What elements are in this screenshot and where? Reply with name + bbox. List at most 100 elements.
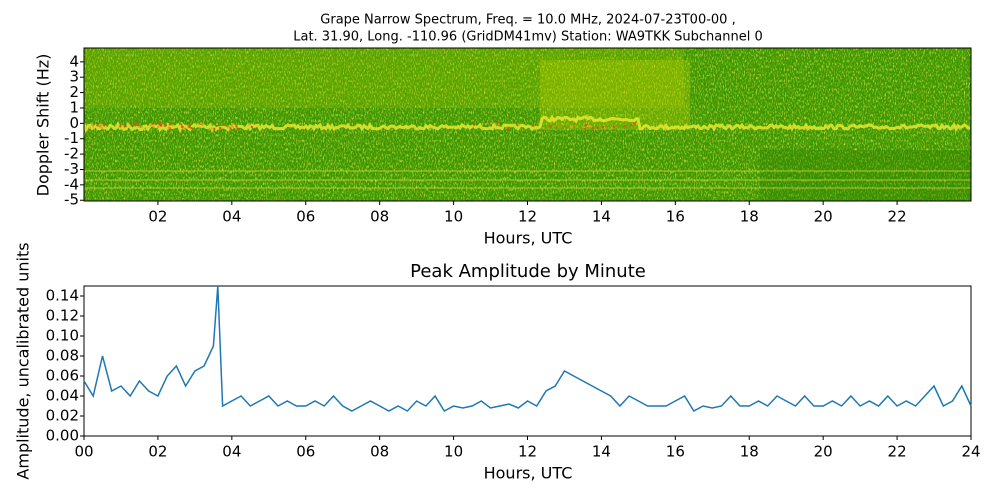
doppler-hotspot [187, 125, 190, 128]
doppler-hotspot [158, 123, 161, 126]
doppler-hotspot [88, 127, 91, 129]
doppler-hotspot [137, 125, 140, 128]
x-tick-label: 12 [518, 443, 537, 461]
y-tick-label: 4 [69, 52, 79, 70]
doppler-hotspot [140, 125, 143, 128]
doppler-hotspot [164, 124, 167, 127]
x-axis-label: Hours, UTC [484, 229, 573, 248]
x-tick-label: 14 [592, 208, 611, 226]
doppler-hotspot [497, 122, 500, 125]
y-tick-label: 0.08 [46, 347, 79, 365]
doppler-hotspot [130, 123, 133, 126]
doppler-hotspot [92, 125, 94, 128]
doppler-hotspot [213, 127, 216, 130]
doppler-hotspot [152, 125, 155, 128]
x-tick-label: 02 [148, 208, 167, 226]
spectrogram-shade [760, 150, 971, 201]
doppler-hotspot [98, 123, 101, 126]
doppler-hotspot [612, 125, 615, 128]
doppler-hotspot [151, 122, 154, 125]
y-tick-label: 0.14 [46, 287, 79, 305]
x-axis-label: Hours, UTC [484, 464, 573, 483]
x-tick-label: 20 [814, 208, 833, 226]
doppler-hotspot [250, 125, 253, 128]
x-tick-label: 10 [444, 443, 463, 461]
chart-title: Peak Amplitude by Minute [410, 261, 646, 282]
y-tick-label: 2 [69, 83, 79, 101]
x-tick-label: 14 [592, 443, 611, 461]
doppler-hotspot [518, 123, 520, 126]
doppler-hotspot [100, 127, 103, 129]
doppler-hotspot [611, 126, 614, 129]
x-tick-label: 18 [740, 443, 759, 461]
doppler-hotspot [157, 125, 160, 128]
y-tick-label: -2 [64, 145, 79, 163]
doppler-hotspot [124, 125, 127, 128]
x-tick-label: 10 [444, 208, 463, 226]
doppler-hotspot [571, 125, 574, 128]
doppler-hotspot [236, 127, 239, 130]
doppler-hotspot [91, 123, 94, 126]
doppler-hotspot [603, 126, 606, 129]
doppler-hotspot [168, 123, 171, 126]
y-tick-label: -3 [64, 160, 79, 178]
doppler-hotspot [162, 124, 165, 127]
y-tick-label: 1 [69, 98, 79, 116]
x-tick-label: 22 [888, 208, 907, 226]
x-tick-label: 08 [370, 208, 389, 226]
x-tick-label: 20 [814, 443, 833, 461]
y-axis-label: Doppler Shift (Hz) [34, 54, 53, 197]
doppler-hotspot [630, 123, 632, 126]
doppler-hotspot [231, 126, 234, 129]
doppler-hotspot [587, 125, 589, 128]
data-line [83, 285, 972, 412]
doppler-hotspot [507, 127, 510, 130]
doppler-hotspot [103, 123, 105, 126]
doppler-hotspot [158, 122, 161, 125]
x-tick-label: 06 [296, 443, 315, 461]
doppler-hotspot [188, 124, 191, 127]
doppler-hotspot [190, 127, 193, 130]
doppler-hotspot [216, 123, 218, 126]
axes-frame [83, 285, 972, 437]
doppler-hotspot [585, 123, 588, 126]
doppler-hotspot [172, 124, 174, 127]
x-tick-label: 18 [740, 208, 759, 226]
doppler-hotspot [199, 122, 202, 125]
doppler-hotspot [134, 123, 137, 126]
chart-title: Lat. 31.90, Long. -110.96 (GridDM41mv) S… [293, 30, 763, 45]
y-axis-label: Amplitude, uncalibrated units [14, 242, 33, 479]
doppler-hotspot [532, 124, 535, 127]
doppler-hotspot [201, 123, 204, 126]
doppler-hotspot [159, 124, 162, 127]
y-tick-label: 0 [69, 114, 79, 132]
doppler-hotspot [583, 126, 586, 129]
doppler-hotspot [188, 126, 191, 129]
y-tick-label: -4 [64, 175, 79, 193]
doppler-hotspot [210, 127, 213, 130]
doppler-hotspot [227, 126, 230, 129]
doppler-trace [84, 114, 970, 134]
x-tick-label: 04 [222, 208, 241, 226]
doppler-hotspot [180, 123, 183, 126]
y-tick-label: -5 [64, 191, 79, 209]
doppler-hotspot [584, 127, 587, 130]
y-tick-label: -1 [64, 129, 79, 147]
doppler-hotspot [473, 123, 475, 126]
x-tick-label: 16 [666, 208, 685, 226]
doppler-hotspot [230, 123, 233, 125]
doppler-hotspot [497, 123, 500, 126]
y-tick-label: 0.00 [46, 427, 79, 445]
x-tick-label: 08 [370, 443, 389, 461]
spectrogram [84, 48, 971, 201]
x-tick-label: 24 [961, 443, 980, 461]
doppler-hotspot [101, 123, 104, 126]
doppler-hotspot [490, 122, 493, 125]
doppler-hotspot [119, 122, 122, 125]
doppler-hotspot [119, 125, 122, 128]
y-tick-label: 0.10 [46, 327, 79, 345]
doppler-hotspot [592, 126, 595, 129]
doppler-hotspot [96, 124, 99, 127]
doppler-hotspot [555, 126, 558, 129]
